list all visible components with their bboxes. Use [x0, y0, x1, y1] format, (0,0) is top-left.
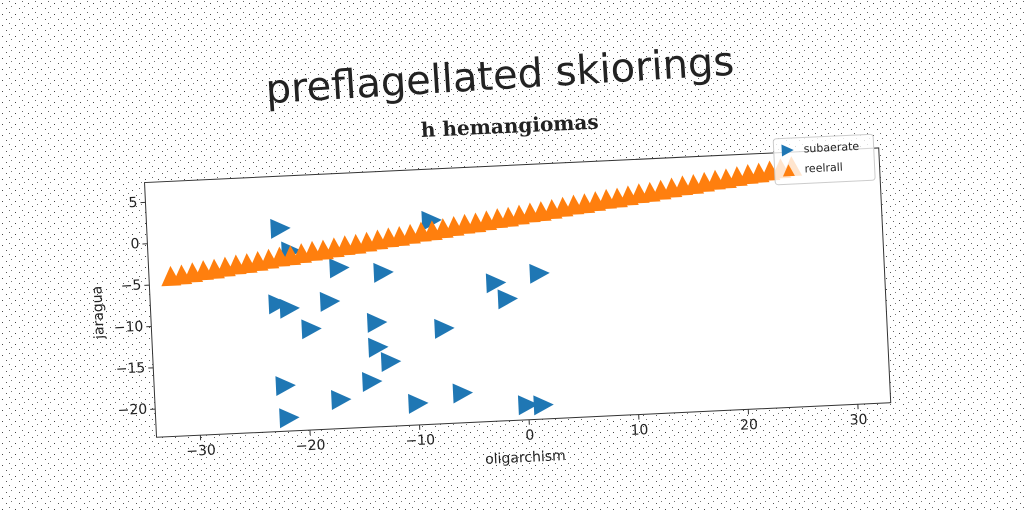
point: [497, 289, 519, 310]
point: [533, 395, 554, 416]
point: [529, 263, 550, 284]
point: [373, 262, 394, 283]
point: [485, 273, 507, 294]
y-axis-label: jaragua: [89, 285, 108, 340]
point: [301, 319, 322, 340]
x-tick-label: −10: [405, 432, 435, 449]
point: [319, 291, 341, 312]
point: [279, 408, 300, 429]
x-axis-label: oligarchism: [485, 448, 566, 468]
point: [366, 312, 388, 333]
point: [330, 390, 352, 411]
legend-label: reelrall: [804, 161, 843, 176]
plot-area: [143, 147, 892, 438]
y-tick-label: −15: [115, 360, 145, 377]
legend-marker: [781, 144, 794, 157]
point: [279, 298, 300, 319]
x-tick-label: 20: [740, 417, 759, 434]
point: [268, 294, 289, 315]
point: [270, 218, 291, 239]
x-tick-label: −30: [186, 443, 216, 460]
point: [368, 337, 389, 358]
y-tick-label: −20: [117, 402, 147, 419]
legend-label: subaerate: [803, 140, 859, 156]
point: [408, 393, 429, 414]
x-tick-label: 10: [630, 422, 649, 439]
y-tick-label: −10: [113, 319, 143, 336]
legend-box: [772, 133, 876, 186]
point: [434, 318, 455, 339]
x-tick-label: 0: [525, 427, 535, 443]
point: [452, 383, 474, 404]
y-tick-label: 5: [128, 195, 138, 211]
point: [380, 352, 402, 373]
point: [361, 371, 383, 392]
legend-marker: [782, 164, 795, 177]
x-tick-label: 30: [849, 412, 868, 429]
point: [517, 395, 539, 416]
y-tick-label: −5: [120, 278, 141, 295]
point: [329, 258, 350, 279]
point: [275, 376, 296, 397]
y-tick-label: 0: [130, 236, 140, 252]
x-tick-label: −20: [296, 437, 326, 454]
